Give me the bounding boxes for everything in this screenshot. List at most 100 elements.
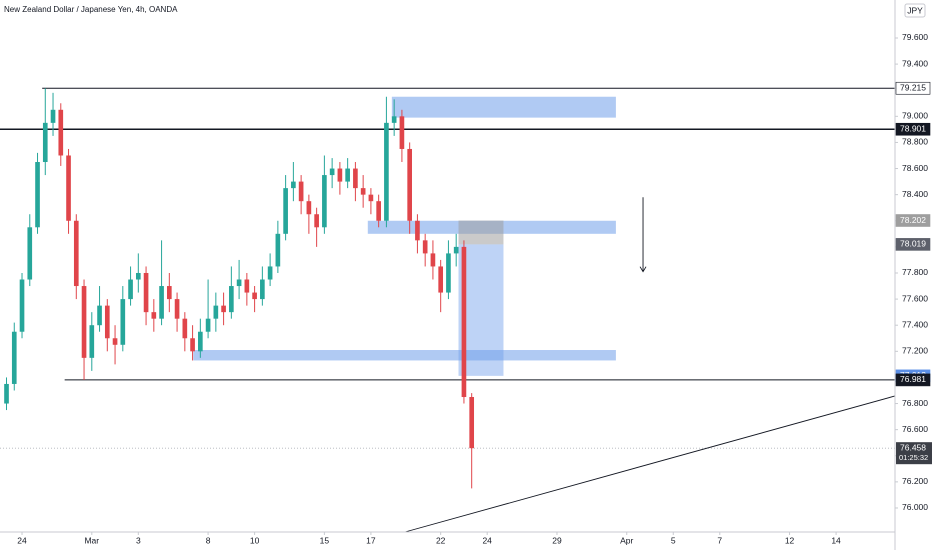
candle-body <box>143 272 149 313</box>
candle-body <box>415 220 420 241</box>
candle-body <box>198 331 203 352</box>
candle-body <box>73 220 79 287</box>
y-tick-label: 76.600 <box>902 424 928 434</box>
y-tick-label: 77.400 <box>902 319 928 329</box>
candle-body <box>353 168 358 189</box>
candle-body <box>120 299 126 345</box>
price-label-box <box>895 81 931 95</box>
candle-body <box>112 338 118 345</box>
candle-body <box>291 181 296 189</box>
candle-body <box>322 175 327 228</box>
candle-body <box>314 214 319 228</box>
candle-body <box>407 148 412 221</box>
candle-body <box>66 155 71 221</box>
x-tick-label: 24 <box>482 535 492 545</box>
candle-body <box>283 188 288 234</box>
chart-title: New Zealand Dollar / Japanese Yen, 4h, O… <box>4 5 178 14</box>
candle-body <box>368 194 374 202</box>
candle-body <box>151 312 157 319</box>
candle-body <box>19 279 25 332</box>
candle-body <box>275 233 281 267</box>
candle-body <box>104 305 110 339</box>
last-price-box <box>896 442 932 465</box>
y-tick-label: 78.400 <box>902 189 928 199</box>
trendline <box>404 395 896 533</box>
price-label: 78.202 <box>900 215 926 225</box>
y-tick-label: 77.200 <box>902 346 928 356</box>
x-tick-label: 14 <box>831 535 841 545</box>
candle-body <box>221 305 226 313</box>
candle-body <box>376 201 381 221</box>
candle-body <box>298 181 304 202</box>
x-tick-label: 15 <box>320 535 330 545</box>
y-tick-label: 79.600 <box>902 32 928 42</box>
candle-body <box>453 246 459 254</box>
countdown: 01:25:32 <box>899 453 928 462</box>
candle-body <box>182 318 188 339</box>
candle-body <box>422 240 428 254</box>
candle-body <box>89 325 95 358</box>
currency[interactable]: JPY <box>907 5 923 15</box>
candle-body <box>27 227 33 280</box>
zone <box>193 350 616 361</box>
candle-body <box>267 266 273 280</box>
candle-body <box>446 253 451 293</box>
y-tick-label: 76.200 <box>902 476 928 486</box>
x-tick-label: 22 <box>436 535 446 545</box>
y-tick-label: 78.800 <box>902 137 928 147</box>
candle-body <box>461 246 467 398</box>
candle-body <box>190 338 195 352</box>
candle-body <box>430 253 436 267</box>
price-label: 76.981 <box>900 374 926 384</box>
candle-body <box>159 286 164 319</box>
plot-area <box>0 87 896 533</box>
x-tick-label: 29 <box>552 535 562 545</box>
y-tick-label: 76.000 <box>902 502 928 512</box>
x-tick-label: 24 <box>17 535 27 545</box>
y-tick-label: 79.400 <box>902 58 928 68</box>
candle-body <box>128 279 133 300</box>
x-tick-label: 8 <box>206 535 211 545</box>
candle-body <box>360 188 366 195</box>
price-label-box <box>895 122 931 136</box>
candle-body <box>391 116 397 123</box>
candle-body <box>236 279 242 287</box>
last-price-label: 76.458 <box>900 442 926 452</box>
candle-body <box>260 279 265 300</box>
x-tick-label: 12 <box>785 535 795 545</box>
currency-box[interactable] <box>904 3 926 18</box>
x-tick-label: Apr <box>620 535 633 545</box>
x-tick-label: 5 <box>671 535 676 545</box>
arrow <box>639 197 647 273</box>
candle-body <box>384 122 389 221</box>
x-tick-label: Mar <box>84 535 99 545</box>
candle-body <box>337 168 343 182</box>
x-tick-label: 3 <box>136 535 141 545</box>
x-tick-label: 10 <box>250 535 260 545</box>
candle-body <box>213 305 219 319</box>
candle-body <box>174 299 180 319</box>
candle-body <box>81 286 87 358</box>
candle-body <box>58 109 64 156</box>
candle-body <box>166 286 172 300</box>
candle-body <box>244 279 250 293</box>
candle-body <box>229 286 234 313</box>
candle-body <box>399 116 405 149</box>
candle-body <box>42 122 48 163</box>
candle-body <box>306 201 312 215</box>
candle-body <box>345 168 350 182</box>
candle-body <box>252 292 257 300</box>
candle-body <box>97 305 102 326</box>
y-tick-label: 79.000 <box>902 111 928 121</box>
price-label-box <box>895 373 931 387</box>
position-stop <box>458 220 504 245</box>
candle-body <box>35 162 40 228</box>
candle-body <box>329 168 335 176</box>
y-tick-label: 77.600 <box>902 293 928 303</box>
candle-body <box>205 318 211 332</box>
price-label-box <box>895 238 931 251</box>
x-tick-label: 7 <box>717 535 722 545</box>
price-label: 78.019 <box>900 239 926 249</box>
price-label-box <box>895 214 931 227</box>
